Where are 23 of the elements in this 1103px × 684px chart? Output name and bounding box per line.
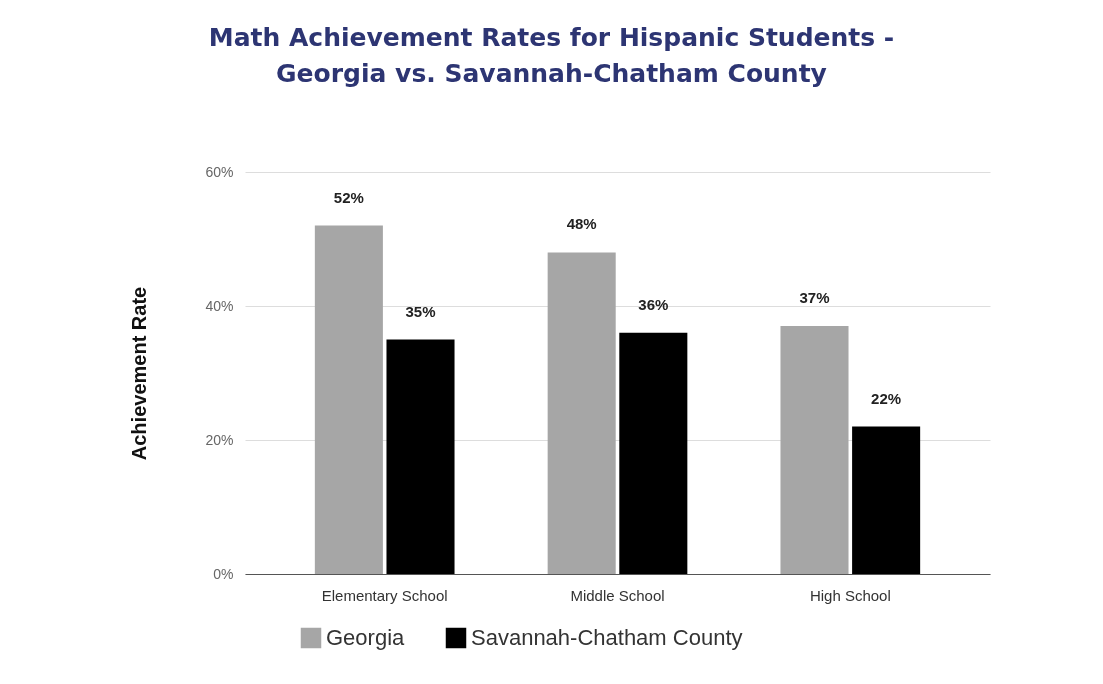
bar	[619, 332, 688, 574]
x-tick-label: Elementary School	[321, 586, 448, 604]
data-label: 52%	[333, 188, 364, 206]
legend-label: Savannah-Chatham County	[471, 625, 743, 650]
chart-title: Math Achievement Rates for Hispanic Students - Georgia vs. Savannah-Chatham County	[208, 23, 895, 88]
y-tick-label: 40%	[205, 297, 234, 314]
data-label: 37%	[799, 289, 830, 307]
bar	[386, 339, 455, 574]
bar	[314, 225, 383, 574]
bar	[852, 426, 921, 574]
data-label: 36%	[638, 295, 669, 313]
legend-label: Georgia	[326, 625, 406, 650]
x-tick-label: Middle School	[570, 586, 665, 604]
bar	[780, 326, 849, 574]
y-tick-label: 60%	[205, 163, 234, 180]
x-tick-label: High School	[809, 586, 891, 604]
data-label: 48%	[566, 215, 597, 233]
y-tick-label: 0%	[213, 565, 234, 582]
y-axis-title: Achievement Rate	[128, 286, 151, 461]
y-tick-label: 20%	[205, 431, 234, 448]
data-label: 35%	[405, 302, 436, 320]
bar	[547, 252, 616, 574]
data-label: 22%	[871, 389, 902, 407]
